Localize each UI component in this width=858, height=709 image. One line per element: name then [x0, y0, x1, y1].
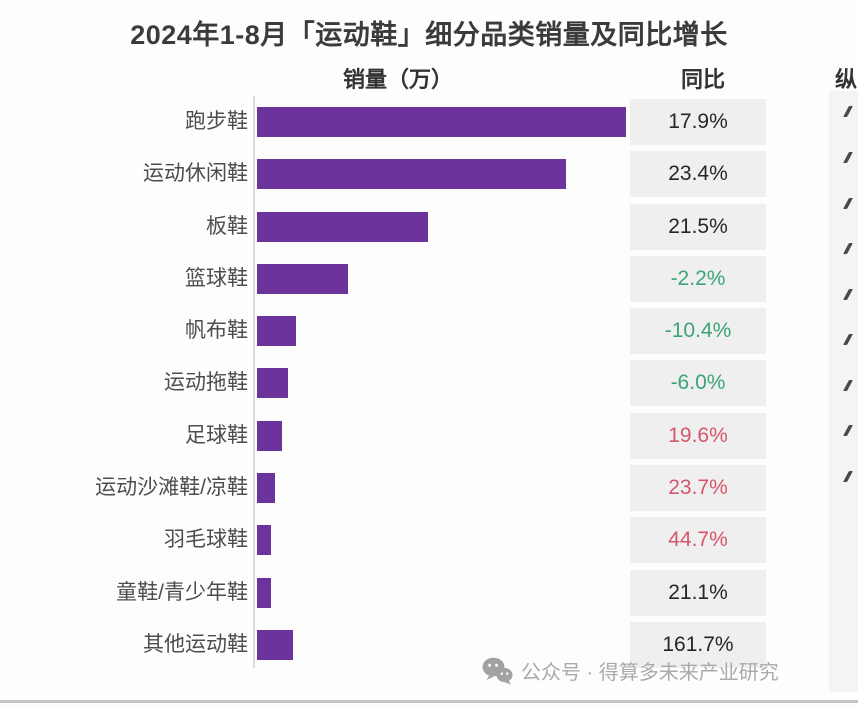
yoy-value: 21.1% — [668, 580, 728, 604]
category-label: 跑步鞋 — [185, 110, 248, 133]
table-row: 篮球鞋 -2.2% — [0, 253, 858, 305]
category-axis-line — [253, 96, 255, 668]
category-label: 帆布鞋 — [185, 319, 248, 343]
table-row: 板鞋 21.5% — [0, 201, 858, 253]
table-row: 跑步鞋 17.9% — [0, 96, 858, 148]
sales-bar — [257, 159, 566, 190]
yoy-value: -2.2% — [670, 266, 726, 290]
yoy-column-header: 同比 — [680, 67, 726, 92]
yoy-cell: 23.4% — [630, 151, 766, 198]
sales-bar — [257, 629, 293, 660]
yoy-cell: 17.9% — [630, 99, 766, 145]
sales-bar — [257, 420, 282, 451]
sales-bar — [257, 473, 275, 504]
yoy-value: 23.7% — [668, 476, 728, 500]
yoy-value: 23.4% — [668, 162, 728, 186]
category-label: 板鞋 — [206, 214, 248, 238]
category-label: 运动拖鞋 — [164, 371, 248, 395]
watermark-text: 公众号 · 得算多未来产业研究 — [521, 662, 779, 684]
sales-bar — [257, 577, 271, 608]
category-label: 运动休闲鞋 — [143, 162, 248, 186]
bottom-divider-line — [0, 700, 858, 703]
category-label: 足球鞋 — [185, 423, 248, 447]
sales-bar — [257, 107, 626, 137]
chart-rows: 跑步鞋 17.9% 运动休闲鞋 23.4% 板鞋 21.5% 篮球鞋 -2.2%… — [0, 96, 858, 671]
watermark: 公众号 · 得算多未来产业研究 — [482, 656, 779, 685]
sales-bar — [257, 211, 428, 242]
clipped-right-panel — [829, 91, 858, 692]
table-row: 帆布鞋 -10.4% — [0, 305, 858, 357]
category-label: 童鞋/青少年鞋 — [116, 580, 248, 604]
table-row: 运动沙滩鞋/凉鞋 23.7% — [0, 462, 858, 514]
table-row: 运动拖鞋 -6.0% — [0, 357, 858, 409]
category-label: 其他运动鞋 — [143, 632, 248, 656]
table-row: 其他运动鞋 161.7% — [0, 619, 858, 671]
table-row: 足球鞋 19.6% — [0, 410, 858, 462]
category-label: 篮球鞋 — [185, 266, 248, 290]
sales-column-header: 销量（万） — [342, 67, 454, 92]
yoy-cell: -6.0% — [630, 360, 766, 407]
table-row: 童鞋/青少年鞋 21.1% — [0, 567, 858, 619]
yoy-cell: -10.4% — [630, 308, 766, 355]
wechat-icon — [482, 657, 513, 685]
yoy-value: 161.7% — [662, 632, 734, 656]
chart-title: 2024年1-8月「运动鞋」细分品类销量及同比增长 — [130, 20, 728, 50]
yoy-cell: 44.7% — [630, 517, 766, 564]
sales-bar — [257, 525, 271, 556]
sales-bar — [257, 368, 288, 399]
yoy-value: 19.6% — [668, 423, 728, 447]
yoy-cell: 21.1% — [630, 569, 766, 616]
yoy-value: 44.7% — [668, 528, 728, 552]
yoy-cell: 19.6% — [630, 412, 766, 459]
yoy-cell: 21.5% — [630, 203, 766, 250]
clipped-column-header: 纵 — [835, 67, 858, 92]
yoy-cell: -2.2% — [630, 255, 766, 302]
table-row: 羽毛球鞋 44.7% — [0, 514, 858, 566]
yoy-cell: 23.7% — [630, 465, 766, 512]
yoy-value: 17.9% — [668, 110, 728, 133]
table-row: 运动休闲鞋 23.4% — [0, 148, 858, 200]
yoy-value: 21.5% — [668, 214, 728, 238]
yoy-cell: 161.7% — [630, 621, 766, 668]
sales-bar — [257, 316, 296, 347]
yoy-value: -10.4% — [664, 319, 732, 343]
category-label: 运动沙滩鞋/凉鞋 — [95, 476, 248, 500]
yoy-value: -6.0% — [670, 371, 726, 395]
sales-bar — [257, 263, 348, 294]
category-label: 羽毛球鞋 — [164, 528, 248, 552]
